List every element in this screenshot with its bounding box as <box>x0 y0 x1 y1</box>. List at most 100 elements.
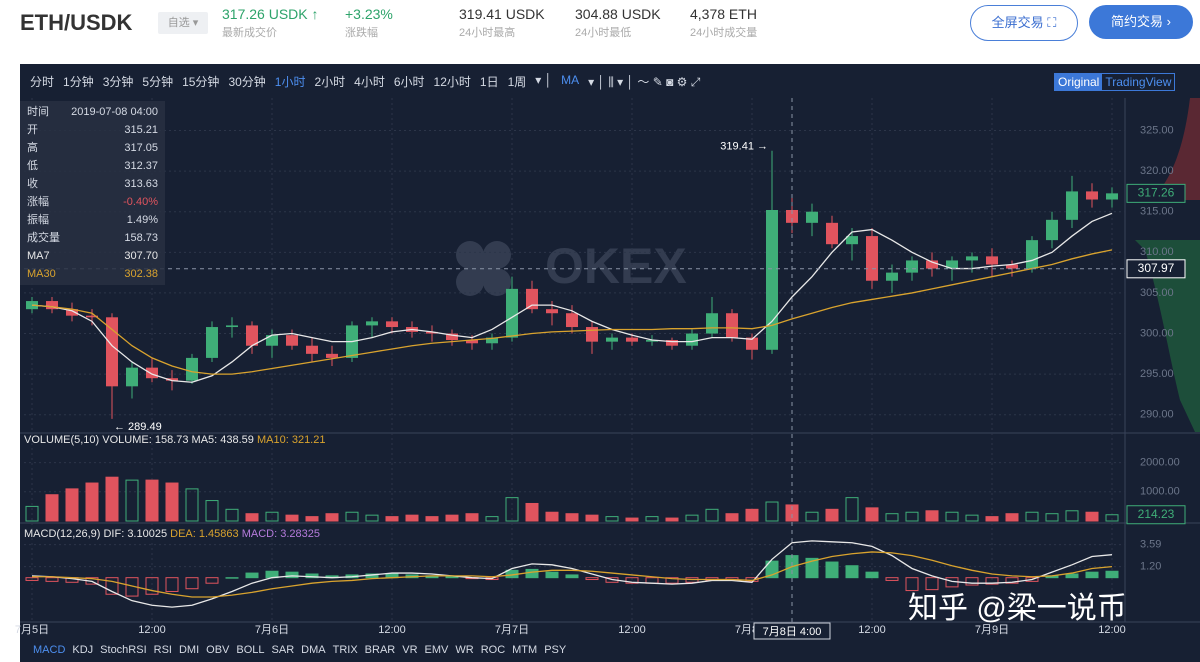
indicator-tab[interactable]: DMI <box>178 644 200 656</box>
macd-bar <box>625 577 639 584</box>
volume-bar <box>705 508 719 522</box>
macd-bar <box>925 577 939 591</box>
view-option[interactable]: TradingView <box>1105 75 1172 89</box>
info-row: 成交量 158.73 <box>20 229 165 247</box>
info-value: 302.38 <box>124 268 158 280</box>
stat-value: +3.23% <box>345 6 393 22</box>
indicator-tab[interactable]: BOLL <box>236 644 265 656</box>
interval-option[interactable]: 2小时 <box>314 75 346 89</box>
panel-header-item: MA5: 438.59 <box>192 434 254 446</box>
interval-option[interactable]: 1周 <box>507 75 527 89</box>
volume-bar <box>925 510 939 522</box>
indicator-tab[interactable]: RSI <box>153 644 172 656</box>
interval-option[interactable]: 3分钟 <box>102 75 134 89</box>
depth-bid <box>1135 240 1200 432</box>
macd-bar <box>1005 577 1019 584</box>
volume-bar <box>385 516 399 522</box>
candle-body <box>666 340 678 346</box>
info-label: 开 <box>27 124 38 136</box>
y-tick-label: 305.00 <box>1140 287 1174 299</box>
toolbar-icons[interactable]: ▾ │ ⫼ ▾ │ 〜 ✎ ◙ ⚙ ⤢ <box>588 75 701 89</box>
macd-bar <box>1025 577 1039 582</box>
info-label: 时间 <box>27 106 49 118</box>
volume-bar <box>765 501 779 522</box>
info-value: 1.49% <box>126 214 158 226</box>
favorite-label[interactable]: 自选 <box>167 17 190 29</box>
candle-body <box>546 309 558 314</box>
indicator-tab[interactable]: OBV <box>206 644 230 656</box>
interval-option[interactable]: 1分钟 <box>63 75 94 89</box>
indicator-tab[interactable]: SAR <box>271 644 295 656</box>
stat-value: 317.26 USDK ↑ <box>222 6 319 22</box>
interval-option[interactable]: 1日 <box>479 75 499 89</box>
interval-option[interactable]: 15分钟 <box>182 75 220 89</box>
x-tick-label: 12:00 <box>1098 624 1126 636</box>
interval-option[interactable]: 30分钟 <box>228 75 266 89</box>
fullscreen-button[interactable]: 全屏交易 ⛶ <box>970 5 1078 41</box>
volume-bar <box>505 497 519 522</box>
stat: 317.26 USDK ↑ 最新成交价 <box>222 6 319 40</box>
macd-bar <box>25 577 39 581</box>
interval-option[interactable]: 6小时 <box>393 75 425 89</box>
y-tick-label: 320.00 <box>1140 165 1174 177</box>
view-option[interactable]: Original <box>1055 74 1103 90</box>
candle-body <box>906 260 918 273</box>
candle-body <box>806 211 818 223</box>
indicator-tab[interactable]: DMA <box>301 644 326 656</box>
x-tick-label: 12:00 <box>858 624 886 636</box>
candle-body <box>986 256 998 265</box>
macd-bar <box>665 577 679 584</box>
indicator-tab[interactable]: StochRSI <box>100 644 147 656</box>
indicator-tab[interactable]: VR <box>402 644 418 656</box>
volume-bar <box>805 511 819 522</box>
macd-bar <box>225 577 239 579</box>
candle-body <box>786 210 798 223</box>
interval-option[interactable]: 1小时 <box>274 75 306 89</box>
info-row: 涨幅 -0.40% <box>20 193 165 211</box>
interval-option[interactable]: 分时 <box>30 75 55 89</box>
simple-trade-button[interactable]: 简约交易 › <box>1089 5 1193 39</box>
y-tick-label: 295.00 <box>1140 368 1174 380</box>
indicator-tab[interactable]: KDJ <box>72 644 94 656</box>
stat: 4,378 ETH 24小时成交量 <box>690 6 757 40</box>
indicator-tab[interactable]: MACD <box>33 644 66 656</box>
interval-option[interactable]: 4小时 <box>354 75 385 89</box>
button-label[interactable]: 全屏交易 <box>991 15 1044 30</box>
volume-bar <box>785 504 799 522</box>
candle-body <box>766 210 778 350</box>
volume-bar <box>65 488 79 522</box>
interval-option[interactable]: 12小时 <box>433 75 471 89</box>
indicator-tab[interactable]: TRIX <box>332 644 358 656</box>
indicator-tab[interactable]: WR <box>455 644 474 656</box>
volume-bar <box>425 516 439 522</box>
indicator-tab[interactable]: BRAR <box>364 644 396 656</box>
volume-bar <box>1085 511 1099 522</box>
indicator-tab[interactable]: MTM <box>512 644 538 656</box>
volume-bar <box>565 513 579 522</box>
indicator-select[interactable]: MA <box>561 73 580 87</box>
volume-bar <box>85 482 99 522</box>
macd-bar <box>525 568 539 579</box>
y-tick-label: 290.00 <box>1140 409 1174 421</box>
volume-bar <box>245 513 259 522</box>
indicator-tab[interactable]: EMV <box>424 644 449 656</box>
candle-body <box>1046 219 1058 241</box>
volume-bar <box>745 508 759 522</box>
volume-bar <box>1105 514 1119 522</box>
x-tick-label: 7月6日 <box>255 624 289 636</box>
interval-option[interactable]: 5分钟 <box>142 75 174 89</box>
candle-body <box>466 340 478 344</box>
indicator-tab[interactable]: PSY <box>544 644 567 656</box>
info-label: MA30 <box>27 268 56 280</box>
price-tag <box>1126 183 1186 203</box>
indicator-tab[interactable]: ROC <box>480 644 506 656</box>
y-tick-label: 1000.00 <box>1140 486 1180 498</box>
y-tick-label: 2000.00 <box>1140 457 1180 469</box>
volume-bar <box>205 500 219 522</box>
macd-bar <box>445 576 459 579</box>
indicator-line <box>31 249 1113 375</box>
favorite-button[interactable]: 自选 ▾ <box>158 12 208 34</box>
volume-bar <box>465 513 479 522</box>
